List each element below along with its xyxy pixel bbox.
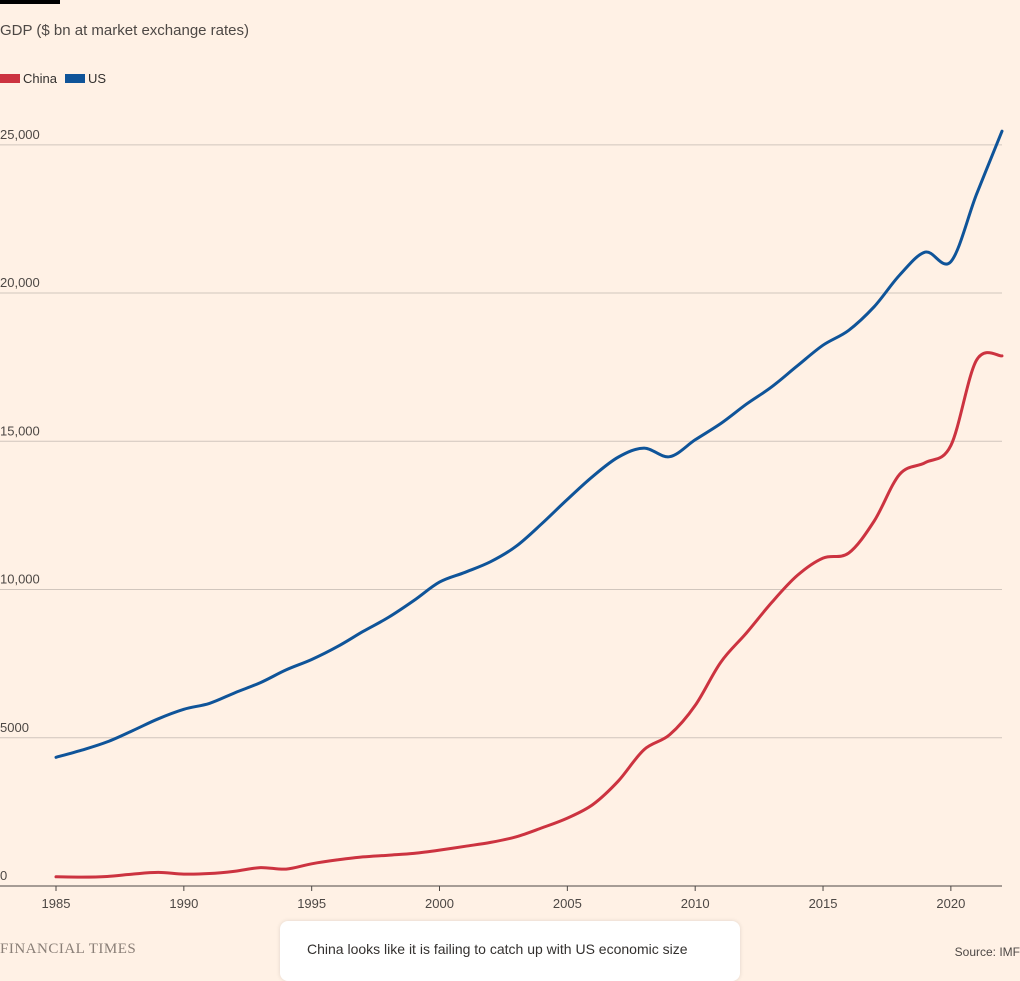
series-lines <box>54 129 1004 879</box>
y-tick-label: 0 <box>0 868 7 883</box>
y-tick-label: 20,000 <box>0 275 40 290</box>
legend-item-china: China <box>0 71 57 86</box>
legend: China US <box>0 71 114 86</box>
x-tick-label: 2000 <box>425 896 454 911</box>
series-line-china <box>54 351 1004 879</box>
legend-swatch-us <box>64 74 85 83</box>
x-tick-label: 2020 <box>936 896 965 911</box>
ft-logo-text: FINANCIAL TIMES <box>0 941 137 957</box>
source-note: Source: IMF <box>954 945 1020 959</box>
x-tick-label: 1985 <box>42 896 71 911</box>
x-tick-label: 1995 <box>297 896 326 911</box>
top-accent-bar <box>0 0 60 4</box>
caption-card: China looks like it is failing to catch … <box>280 921 740 981</box>
x-tick-label: 1990 <box>169 896 198 911</box>
legend-label-china: China <box>23 71 57 86</box>
series-line-us <box>54 129 1004 759</box>
caption-text: China looks like it is failing to catch … <box>307 941 688 957</box>
legend-item-us: US <box>64 71 107 86</box>
x-tick-label: 2010 <box>681 896 710 911</box>
x-axis-ticks: 1985 1990 1995 2000 2005 2010 2015 2020 <box>42 886 965 911</box>
legend-swatch-china <box>0 74 20 83</box>
y-tick-label: 10,000 <box>0 572 40 587</box>
x-tick-label: 2015 <box>809 896 838 911</box>
grid-lines <box>0 144 1002 887</box>
y-tick-label: 15,000 <box>0 423 40 438</box>
x-tick-label: 2005 <box>553 896 582 911</box>
y-tick-label: 5000 <box>0 720 29 735</box>
y-tick-label: 25,000 <box>0 127 40 142</box>
legend-label-us: US <box>87 71 107 86</box>
y-axis-ticks: 0 5000 10,000 15,000 20,000 25,000 <box>0 127 40 883</box>
chart-subtitle: GDP ($ bn at market exchange rates) <box>0 22 250 39</box>
